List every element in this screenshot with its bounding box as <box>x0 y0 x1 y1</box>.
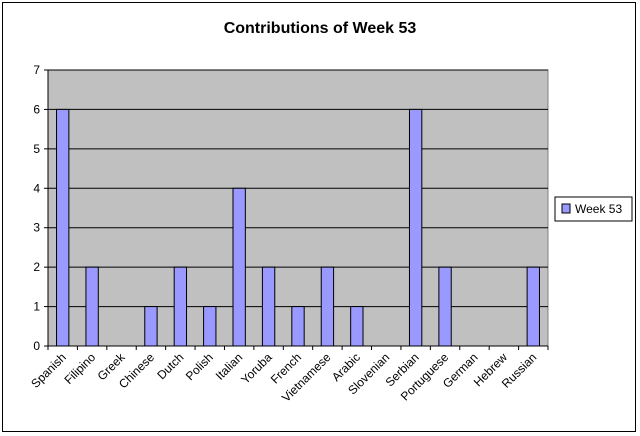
bar-dutch <box>173 266 188 347</box>
plot-area <box>47 69 549 347</box>
bar-filipino <box>85 266 99 347</box>
bar-french <box>291 306 305 347</box>
gridlines <box>48 69 548 308</box>
bar-serbian <box>408 108 423 347</box>
legend: Week 53 <box>554 196 633 222</box>
y-tick-label-2: 2 <box>33 260 40 274</box>
x-tick-label-filipino: Filipino <box>61 350 98 387</box>
x-tick-label-polish: Polish <box>183 350 216 383</box>
x-tick-label-spanish: Spanish <box>28 350 69 391</box>
y-tick-label-0: 0 <box>33 339 40 353</box>
bar-spanish <box>56 108 70 347</box>
bar-arabic <box>350 306 364 347</box>
chart-title: Contributions of Week 53 <box>224 20 417 37</box>
bar-vietnamese <box>320 266 335 347</box>
y-tick-label-1: 1 <box>33 300 40 314</box>
bar-polish <box>203 306 217 347</box>
y-tick-label-5: 5 <box>33 142 40 156</box>
bar-italian <box>232 187 246 347</box>
y-tick-label-6: 6 <box>33 102 40 116</box>
bar-chinese <box>144 306 158 347</box>
x-tick-label-dutch: Dutch <box>154 350 186 382</box>
y-tick-label-4: 4 <box>33 181 40 195</box>
x-tick-label-yoruba: Yoruba <box>238 350 275 387</box>
bar-yoruba <box>261 266 276 347</box>
x-axis: SpanishFilipinoGreekChineseDutchPolishIt… <box>28 345 549 405</box>
legend-label-week-53: Week 53 <box>575 202 622 216</box>
y-tick-label-7: 7 <box>33 63 40 77</box>
y-tick-label-3: 3 <box>33 221 40 235</box>
y-axis: 0 1 2 3 4 5 6 7 <box>33 63 49 353</box>
bars <box>56 108 540 347</box>
bar-russian <box>526 266 540 347</box>
bar-portuguese <box>438 266 452 347</box>
legend-swatch <box>561 203 571 214</box>
